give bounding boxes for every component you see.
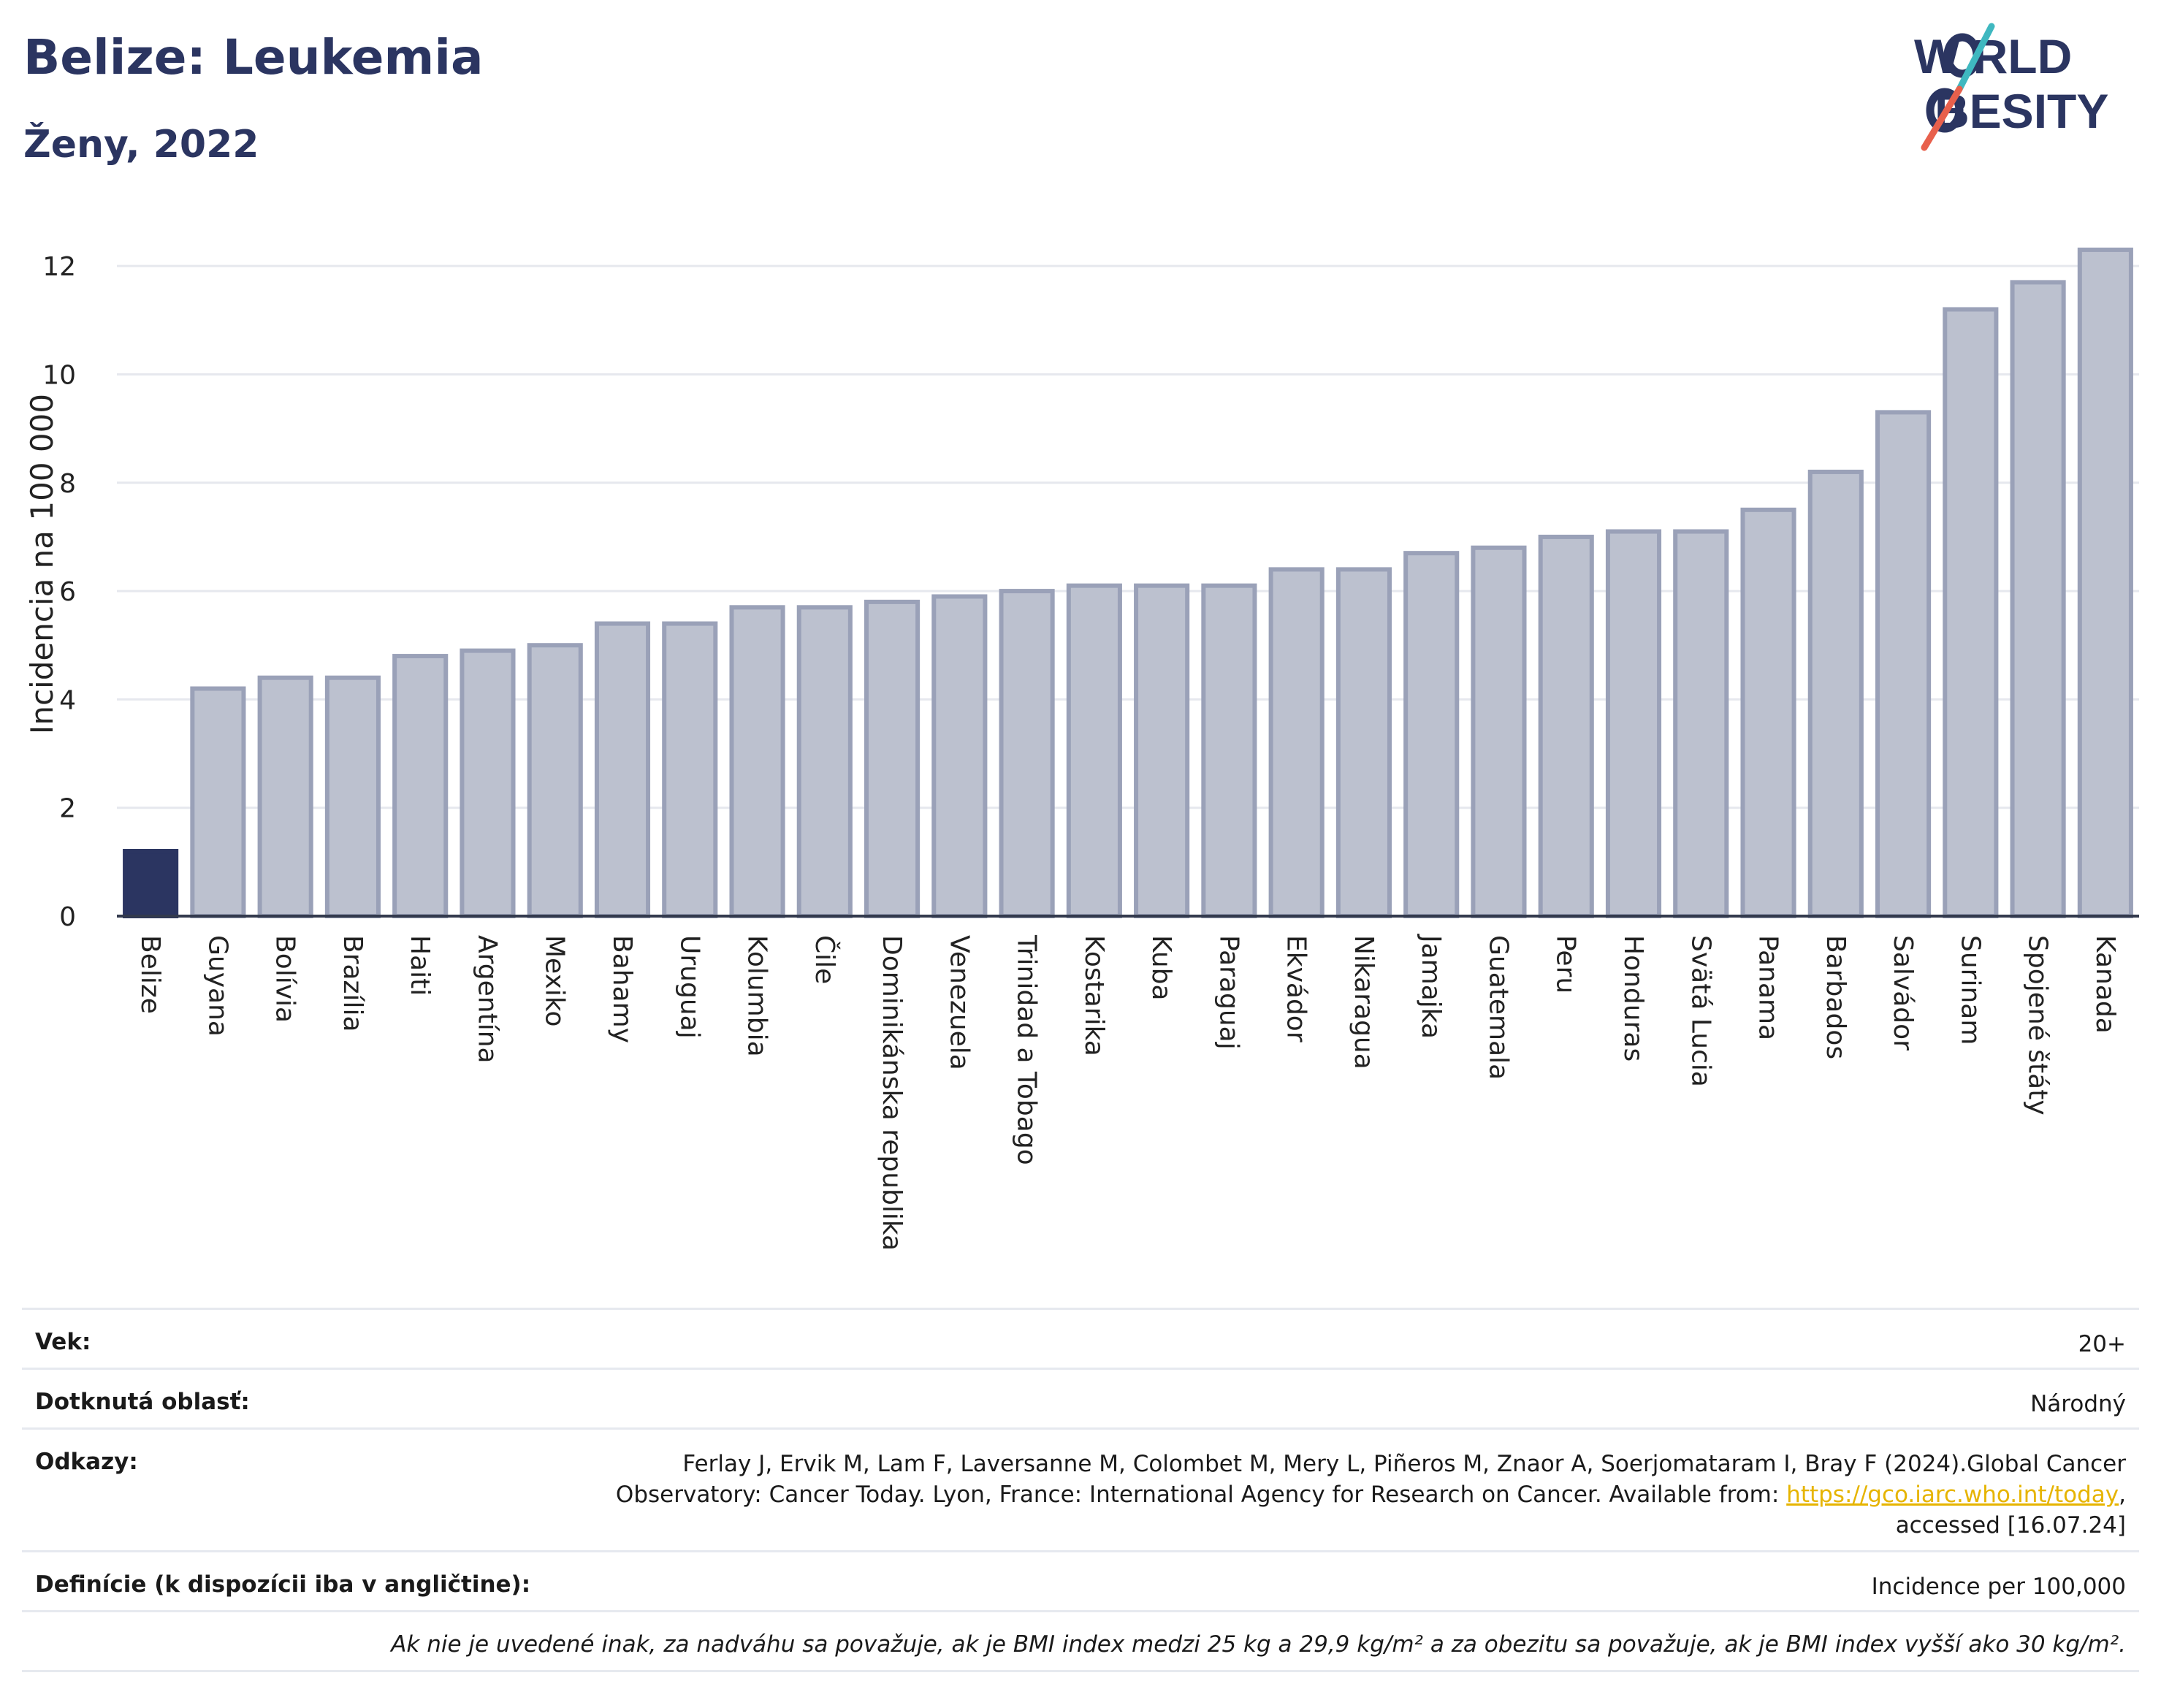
bar-dominikánska-republika	[864, 599, 921, 919]
x-tick-label: Brazília	[338, 935, 367, 1032]
area-value: Národný	[2030, 1391, 2126, 1417]
x-tick-label: Venezuela	[944, 935, 974, 1070]
x-tick-label: Kuba	[1146, 935, 1176, 1001]
bar-uruguaj	[662, 621, 718, 918]
meta-row-area: Dotknutá oblasť: Národný	[22, 1368, 2139, 1427]
bmi-note: Ak nie je uvedené inak, za nadváhu sa po…	[391, 1631, 2126, 1658]
x-tick-label: Spojené štáty	[2023, 935, 2053, 1116]
bar-honduras	[1605, 529, 1662, 918]
bar-haiti	[392, 654, 449, 918]
definitions-value: Incidence per 100,000	[1871, 1574, 2126, 1600]
bar-barbados	[1807, 469, 1864, 918]
x-tick-label: Bolívia	[270, 935, 300, 1023]
logo-line2: BESITY	[1935, 84, 2108, 138]
bar-paraguaj	[1201, 583, 1257, 919]
references-text-4: accessed [16.07.24]	[1895, 1512, 2126, 1539]
y-tick-label: 6	[59, 577, 76, 607]
bar-panama	[1740, 507, 1796, 918]
meta-bottom-divider	[22, 1670, 2139, 1672]
x-tick-label: Argentína	[472, 935, 502, 1064]
y-tick-label: 8	[59, 469, 76, 499]
area-label: Dotknutá oblasť:	[35, 1389, 250, 1415]
bar-argentína	[460, 648, 516, 919]
bar-ekvádor	[1268, 567, 1325, 919]
x-tick-label: Paraguaj	[1213, 935, 1243, 1050]
bar-peru	[1538, 534, 1594, 918]
x-tick-label: Nikaragua	[1349, 935, 1379, 1070]
bar-venezuela	[931, 594, 988, 918]
x-tick-label: Guyana	[202, 935, 232, 1037]
references-text-3: ,	[2119, 1482, 2126, 1508]
y-tick-label: 12	[42, 252, 76, 282]
logo-o-ring2-icon	[1926, 88, 1964, 133]
references-text-1: Ferlay J, Ervik M, Lam F, Laversanne M, …	[682, 1451, 2126, 1477]
x-tick-label: Dominikánska republika	[877, 935, 907, 1251]
logo-slash-red-icon	[1921, 85, 1963, 151]
x-tick-label: Ekvádor	[1281, 935, 1311, 1042]
x-tick-label: Bahamy	[607, 935, 637, 1043]
x-tick-label: Surinam	[1955, 935, 1985, 1045]
x-tick-label: Panama	[1753, 935, 1783, 1040]
bar-guyana	[190, 686, 246, 918]
x-tick-label: Uruguaj	[674, 935, 704, 1039]
x-tick-label: Guatemala	[1483, 935, 1513, 1080]
x-tick-label: Honduras	[1618, 935, 1648, 1061]
references-text-2: Observatory: Cancer Today. Lyon, France:…	[615, 1482, 1787, 1508]
bar-nikaragua	[1335, 567, 1392, 919]
page-subtitle: Ženy, 2022	[23, 123, 259, 167]
x-tick-label: Mexiko	[540, 935, 570, 1026]
meta-row-age: Vek: 20+	[22, 1308, 2139, 1368]
y-axis-label: Incidencia na 100 000	[24, 394, 60, 734]
bar-svätá-lucia	[1673, 529, 1729, 918]
logo-line1: W RLD	[1914, 29, 2072, 83]
bar-mexiko	[527, 643, 583, 918]
bar-surinam	[1943, 307, 1999, 918]
bar-salvádor	[1875, 410, 1932, 918]
x-tick-label: Salvádor	[1888, 935, 1918, 1051]
references-value: Ferlay J, Ervik M, Lam F, Laversanne M, …	[616, 1449, 2126, 1541]
meta-row-definitions: Definície (k dispozícii iba v angličtine…	[22, 1550, 2139, 1610]
bar-chart: 0 2 4 6 8 10 12 Incidencia na 100 000 Belize Guya…	[24, 247, 2139, 1251]
x-tick-label: Kanada	[2090, 935, 2120, 1034]
bar-spojené-štáty	[2010, 280, 2066, 918]
x-tick-label: Trinidad a Tobago	[1012, 934, 1042, 1165]
bar-trinidad-a-tobago	[999, 589, 1055, 918]
bar-bolívia	[257, 675, 313, 918]
bar-belize	[123, 849, 179, 918]
x-tick-label: Kostarika	[1079, 935, 1109, 1056]
bar-jamajka	[1403, 551, 1460, 919]
meta-row-references: Odkazy: Ferlay J, Ervik M, Lam F, Lavers…	[22, 1427, 2139, 1550]
bar-guatemala	[1471, 545, 1527, 918]
age-label: Vek:	[35, 1329, 91, 1355]
x-tick-label: Kolumbia	[742, 935, 772, 1057]
bar-bahamy	[594, 621, 651, 918]
x-tick-label: Haiti	[405, 935, 435, 996]
references-link[interactable]: https://gco.iarc.who.int/today	[1786, 1482, 2119, 1508]
bar-kuba	[1134, 583, 1190, 919]
bar-kanada	[2077, 247, 2133, 918]
bar-kolumbia	[729, 605, 785, 918]
bar-brazília	[324, 675, 381, 918]
x-tick-label: Peru	[1551, 935, 1581, 994]
logo-slash-teal-icon	[1956, 23, 1995, 93]
x-tick-label: Jamajka	[1416, 934, 1446, 1039]
age-value: 20+	[2078, 1331, 2126, 1357]
x-tick-label: Svätá Lucia	[1685, 935, 1715, 1087]
bar-kostarika	[1066, 583, 1122, 919]
y-tick-label: 0	[59, 902, 76, 932]
references-label: Odkazy:	[35, 1449, 138, 1475]
page-title: Belize: Leukemia	[23, 29, 484, 85]
world-obesity-logo: W RLD BESITY	[1914, 23, 2108, 151]
definitions-label: Definície (k dispozícii iba v angličtine…	[35, 1571, 531, 1598]
x-tick-label: Čile	[809, 935, 840, 984]
y-tick-label: 4	[59, 685, 76, 715]
x-tick-label: Barbados	[1821, 935, 1851, 1059]
y-tick-label: 2	[59, 794, 76, 824]
x-tick-label: Belize	[135, 935, 165, 1014]
metadata-table: Vek: 20+ Dotknutá oblasť: Národný Odkazy…	[22, 1308, 2139, 1672]
meta-row-note: Ak nie je uvedené inak, za nadváhu sa po…	[22, 1610, 2139, 1670]
y-tick-label: 10	[42, 360, 76, 390]
bar-čile	[796, 605, 853, 918]
